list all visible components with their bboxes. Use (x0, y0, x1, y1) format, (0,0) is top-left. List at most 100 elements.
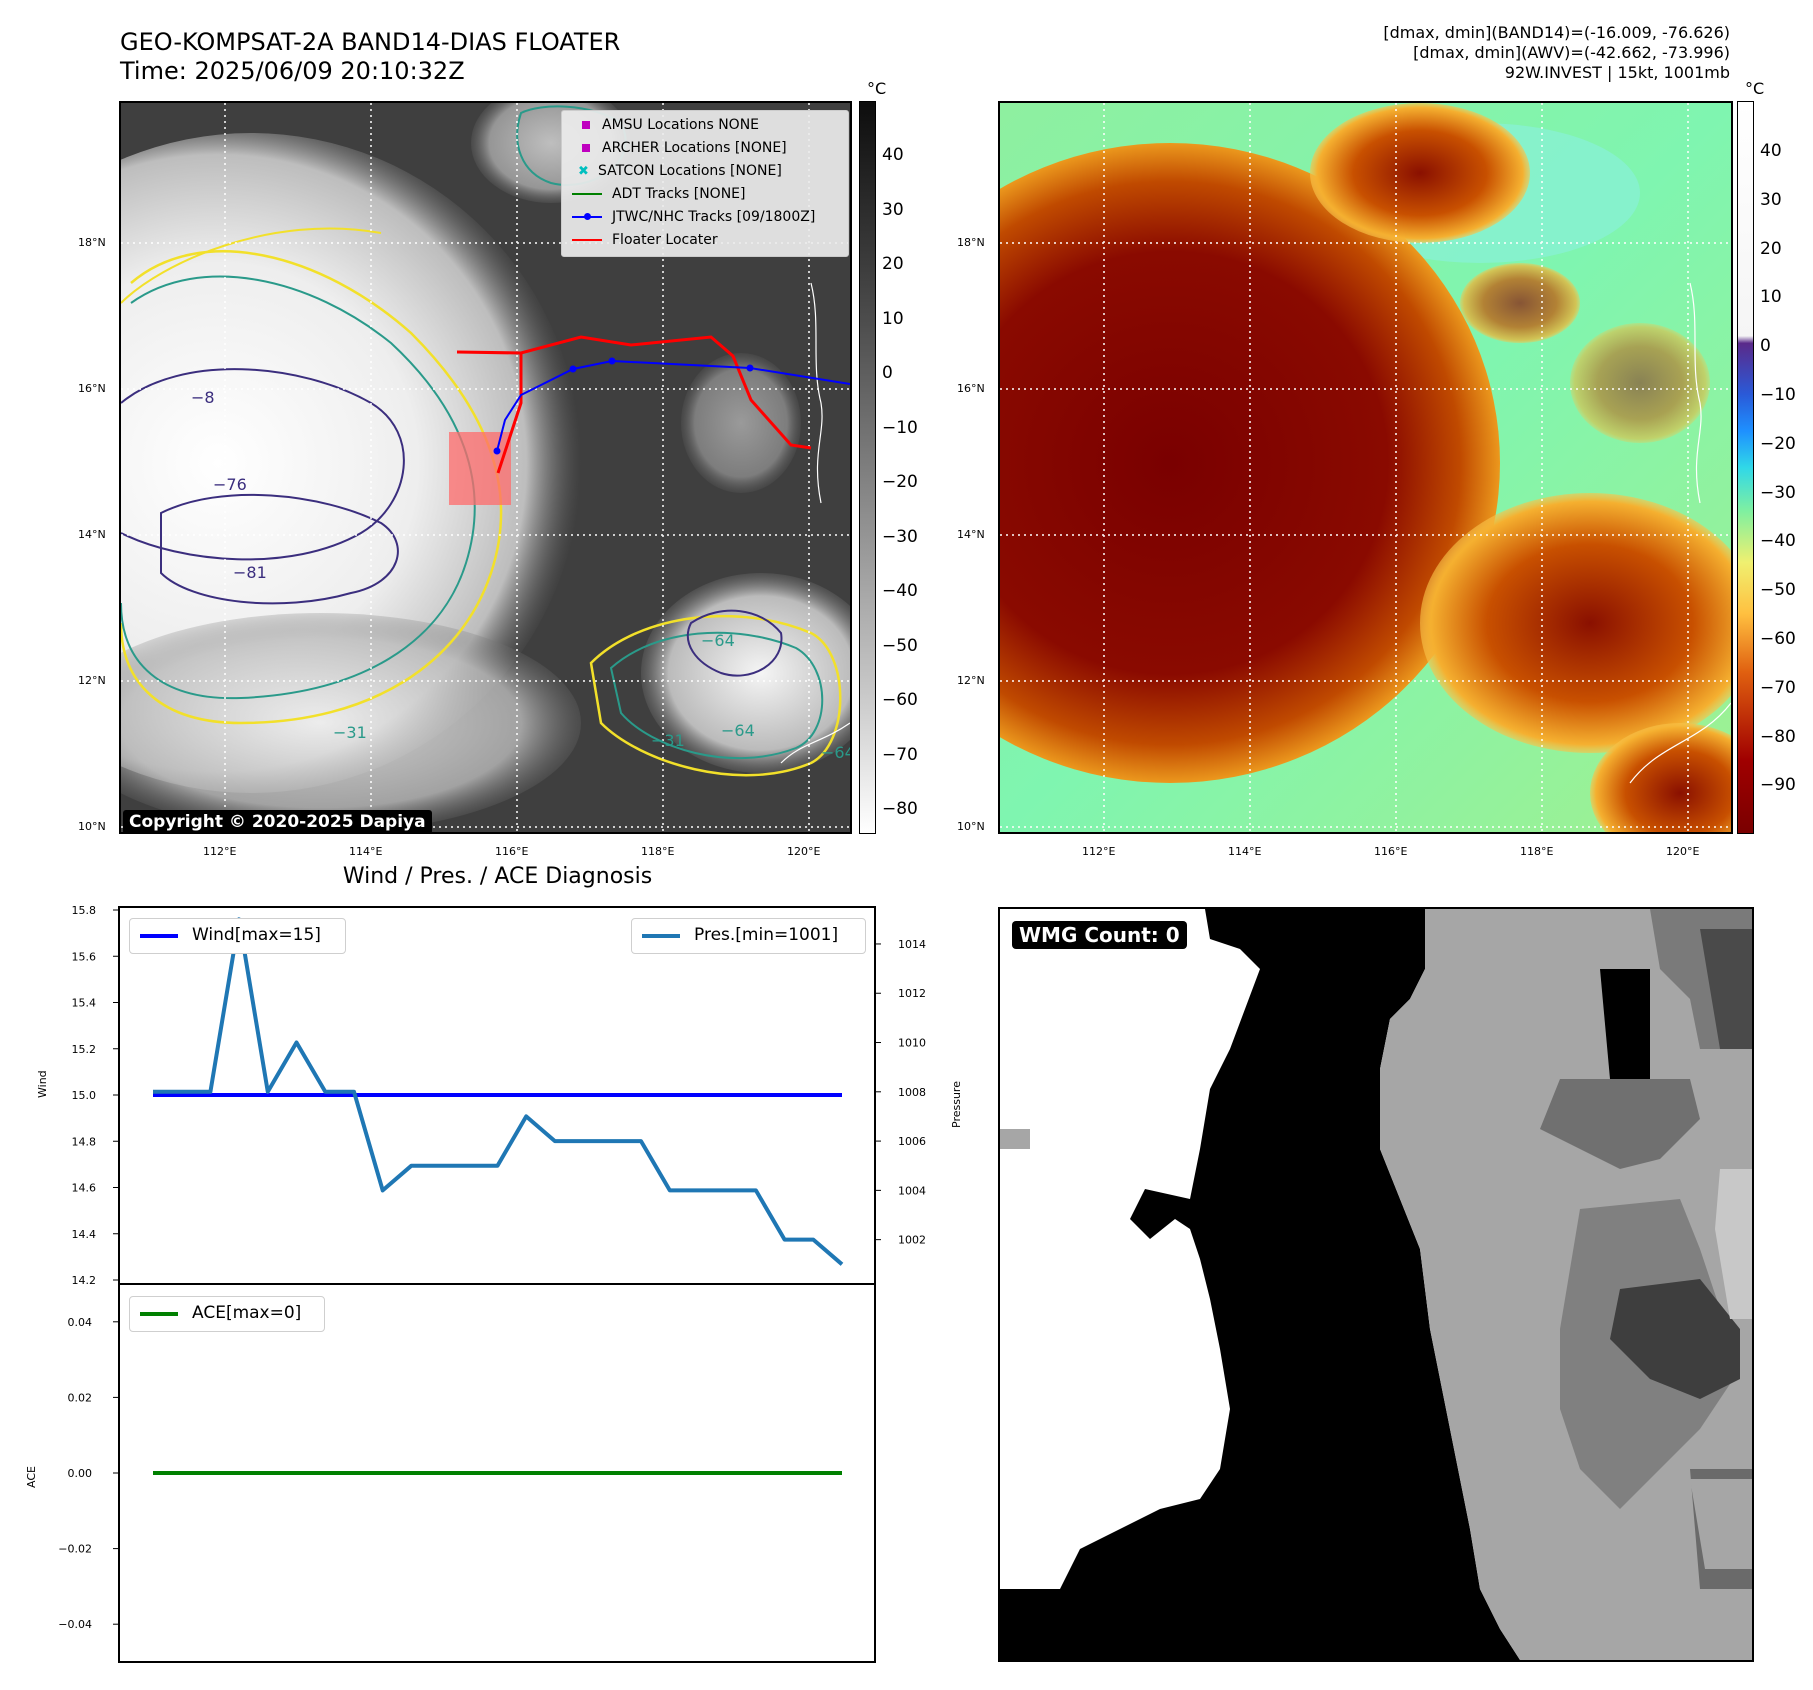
legend-adt: ADT Tracks [NONE] (572, 186, 745, 202)
legend-archer: ARCHER Locations [NONE] (572, 140, 787, 156)
wind-axis-label: Wind (36, 1070, 49, 1098)
wind-tick-label: 14.2 (72, 1274, 97, 1287)
contour-label: −81 (233, 563, 267, 582)
colorbar-tick-label: 20 (882, 254, 904, 274)
colorbar-tick-label: 20 (1760, 238, 1782, 259)
ir-colorbar-unit: °C (867, 79, 887, 98)
pressure-tick-label: 1006 (898, 1135, 926, 1148)
awv-map-image (1000, 103, 1731, 832)
line-marker-icon (572, 239, 602, 241)
wind-tick-label: 15.8 (72, 904, 97, 917)
lat-tick-label: 14°N (78, 528, 106, 541)
colorbar-tick-label: −60 (882, 690, 918, 710)
wmg-image (1000, 909, 1752, 1660)
ace-tick-label: 0.02 (68, 1391, 93, 1404)
colorbar-tick-label: 30 (1760, 189, 1782, 210)
lat-tick-label: 18°N (957, 236, 985, 249)
lon-tick-label: 116°E (495, 845, 529, 858)
pressure-tick-label: 1012 (898, 987, 926, 1000)
band14-range-info: [dmax, dmin](BAND14)=(-16.009, -76.626) (1383, 23, 1730, 42)
lat-tick-label: 14°N (957, 528, 985, 541)
lat-tick-label: 10°N (78, 820, 106, 833)
square-marker-icon (582, 144, 590, 152)
diagnosis-title: Wind / Pres. / ACE Diagnosis (342, 864, 653, 889)
contour-label: −64 (821, 743, 852, 762)
contour-label: −76 (213, 475, 247, 494)
colorbar-tick-label: −50 (1760, 580, 1796, 601)
wind-tick-label: 15.6 (72, 950, 97, 963)
lon-tick-label: 112°E (1082, 845, 1116, 858)
colorbar-tick-label: −40 (1760, 531, 1796, 552)
pressure-tick-label: 1014 (898, 938, 926, 951)
lon-tick-label: 120°E (1666, 845, 1700, 858)
wind-tick-label: 15.2 (72, 1043, 97, 1056)
lon-tick-label: 114°E (349, 845, 383, 858)
lon-tick-label: 114°E (1228, 845, 1262, 858)
contour-label: −64 (721, 721, 755, 740)
pressure-axis-label: Pressure (950, 1081, 963, 1128)
wind-legend: Wind[max=15] (129, 918, 346, 954)
lat-tick-label: 16°N (957, 382, 985, 395)
colorbar-tick-label: −40 (882, 581, 918, 601)
colorbar-tick-label: −20 (882, 472, 918, 492)
colorbar-tick-label: 40 (882, 145, 904, 165)
x-marker-icon: ✖ (578, 164, 589, 179)
colorbar-tick-label: 10 (882, 308, 904, 329)
contour-label: −8 (191, 388, 215, 407)
line-marker-icon (572, 193, 602, 195)
colorbar-tick-label: −30 (1760, 482, 1796, 503)
colorbar-tick-label: −50 (882, 635, 918, 656)
ir-map-panel[interactable]: −8 −76 −81 −64 −31 −64 −31 −64 AMSU Loca… (119, 101, 852, 834)
pressure-tick-label: 1002 (898, 1234, 926, 1247)
colorbar-tick-label: −70 (882, 744, 918, 765)
pressure-series-line (153, 917, 844, 1266)
colorbar-tick-label: 0 (1760, 336, 1771, 357)
colorbar-tick-label: 0 (882, 363, 893, 383)
awv-range-info: [dmax, dmin](AWV)=(-42.662, -73.996) (1413, 43, 1730, 62)
contour-label: −31 (651, 731, 685, 750)
wmg-panel[interactable]: WMG Count: 0 (998, 907, 1754, 1662)
wind-tick-label: 15.4 (72, 997, 97, 1010)
lat-tick-label: 12°N (957, 674, 985, 687)
awv-colorbar (1737, 101, 1754, 834)
ace-tick-label: −0.04 (58, 1618, 92, 1631)
ace-tick-label: 0.04 (68, 1316, 93, 1329)
ace-tick-label: −0.02 (58, 1543, 92, 1556)
legend-floater: Floater Locater (572, 232, 718, 248)
ir-legend: AMSU Locations NONE ARCHER Locations [NO… (561, 110, 849, 257)
ir-colorbar (859, 101, 876, 834)
colorbar-tick-label: −20 (1760, 433, 1796, 454)
ace-axis-label: ACE (25, 1466, 38, 1488)
lon-tick-label: 112°E (203, 845, 237, 858)
colorbar-tick-label: −60 (1760, 629, 1796, 649)
pressure-tick-label: 1010 (898, 1037, 926, 1050)
colorbar-tick-label: −30 (882, 526, 918, 547)
wind-tick-label: 15.0 (72, 1089, 97, 1102)
awv-colorbar-unit: °C (1745, 79, 1765, 98)
line-marker-icon (140, 1312, 178, 1316)
pressure-tick-label: 1004 (898, 1184, 926, 1197)
lon-tick-label: 118°E (641, 845, 675, 858)
colorbar-tick-label: −10 (882, 417, 918, 438)
line-marker-icon (642, 934, 680, 938)
lon-tick-label: 120°E (787, 845, 821, 858)
lat-tick-label: 12°N (78, 674, 106, 687)
wind-tick-label: 14.6 (72, 1182, 97, 1195)
awv-map-panel[interactable] (998, 101, 1733, 834)
figure-title: GEO-KOMPSAT-2A BAND14-DIAS FLOATER (120, 28, 621, 56)
lat-tick-label: 18°N (78, 236, 106, 249)
wind-tick-label: 14.4 (72, 1228, 97, 1241)
colorbar-tick-label: −70 (1760, 677, 1796, 698)
line-marker-icon (140, 934, 178, 938)
copyright-badge: Copyright © 2020-2025 Dapiya (123, 810, 432, 832)
lat-tick-label: 10°N (957, 820, 985, 833)
pressure-legend: Pres.[min=1001] (631, 918, 866, 954)
wind-tick-label: 14.8 (72, 1135, 97, 1148)
legend-satcon: ✖ SATCON Locations [NONE] (578, 163, 782, 179)
colorbar-tick-label: 40 (1760, 141, 1782, 161)
legend-amsu: AMSU Locations NONE (572, 117, 759, 133)
colorbar-tick-label: −80 (882, 799, 918, 819)
pressure-tick-label: 1008 (898, 1086, 926, 1099)
colorbar-tick-label: −90 (1760, 775, 1796, 796)
